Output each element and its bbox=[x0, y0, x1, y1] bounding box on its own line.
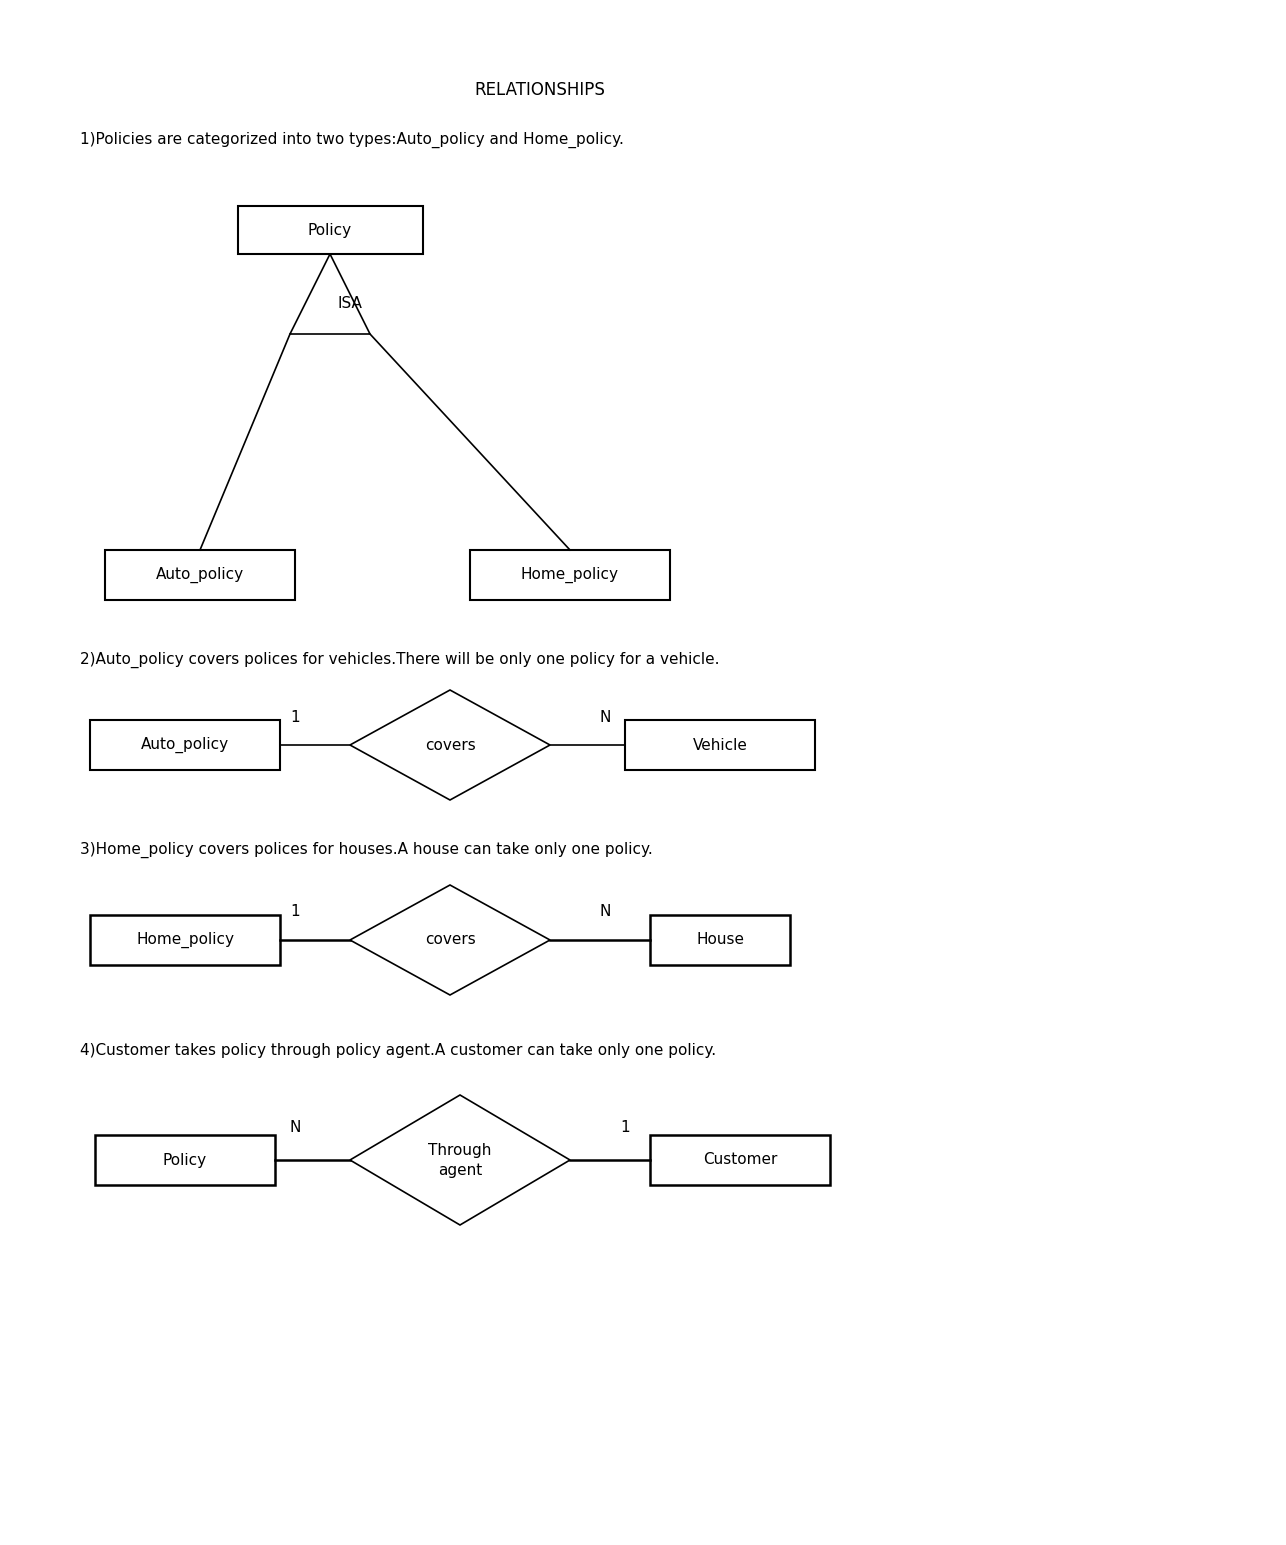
Text: N: N bbox=[599, 709, 611, 725]
Text: agent: agent bbox=[437, 1162, 482, 1177]
Text: Home_policy: Home_policy bbox=[521, 567, 619, 582]
Text: Through: Through bbox=[428, 1142, 491, 1157]
Polygon shape bbox=[350, 691, 550, 800]
Text: Policy: Policy bbox=[163, 1153, 207, 1168]
Text: Auto_policy: Auto_policy bbox=[156, 567, 244, 582]
FancyBboxPatch shape bbox=[469, 550, 670, 599]
Text: Customer: Customer bbox=[703, 1153, 777, 1168]
Text: Vehicle: Vehicle bbox=[693, 737, 747, 752]
FancyBboxPatch shape bbox=[649, 1136, 829, 1185]
Polygon shape bbox=[350, 1095, 570, 1225]
Text: Home_policy: Home_policy bbox=[136, 932, 234, 949]
Text: covers: covers bbox=[424, 933, 476, 947]
Text: 2)Auto_policy covers polices for vehicles.There will be only one policy for a ve: 2)Auto_policy covers polices for vehicle… bbox=[80, 652, 719, 667]
FancyBboxPatch shape bbox=[238, 205, 423, 253]
Text: Auto_policy: Auto_policy bbox=[141, 737, 229, 752]
Text: 1: 1 bbox=[620, 1120, 630, 1136]
Polygon shape bbox=[291, 253, 370, 334]
Text: 3)Home_policy covers polices for houses.A house can take only one policy.: 3)Home_policy covers polices for houses.… bbox=[80, 842, 653, 857]
Text: Policy: Policy bbox=[307, 222, 352, 238]
Text: House: House bbox=[696, 933, 745, 947]
FancyBboxPatch shape bbox=[649, 915, 790, 966]
Text: N: N bbox=[599, 904, 611, 919]
FancyBboxPatch shape bbox=[90, 915, 280, 966]
Text: 1: 1 bbox=[291, 904, 300, 919]
Text: ISA: ISA bbox=[337, 297, 363, 312]
Polygon shape bbox=[350, 885, 550, 995]
FancyBboxPatch shape bbox=[105, 550, 294, 599]
Text: 4)Customer takes policy through policy agent.A customer can take only one policy: 4)Customer takes policy through policy a… bbox=[80, 1043, 716, 1057]
Text: RELATIONSHIPS: RELATIONSHIPS bbox=[475, 80, 606, 99]
FancyBboxPatch shape bbox=[90, 720, 280, 769]
Text: covers: covers bbox=[424, 737, 476, 752]
Text: N: N bbox=[289, 1120, 301, 1136]
FancyBboxPatch shape bbox=[95, 1136, 275, 1185]
Text: 1)Policies are categorized into two types:Auto_policy and Home_policy.: 1)Policies are categorized into two type… bbox=[80, 131, 624, 148]
Text: 1: 1 bbox=[291, 709, 300, 725]
FancyBboxPatch shape bbox=[625, 720, 815, 769]
